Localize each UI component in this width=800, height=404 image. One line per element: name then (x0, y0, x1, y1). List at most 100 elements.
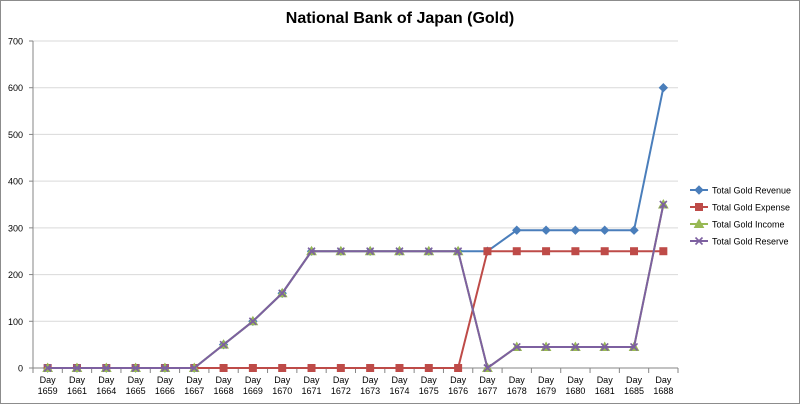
x-tick-label: Day 1681 (595, 375, 615, 396)
x-tick-label: Day 1667 (184, 375, 204, 396)
data-point (336, 364, 345, 372)
data-point (307, 247, 316, 256)
y-tick-label: 600 (8, 83, 23, 93)
marker-stroke (248, 317, 257, 326)
marker-stroke (542, 342, 551, 352)
data-point (512, 342, 521, 352)
data-point (600, 247, 609, 256)
data-point (366, 364, 375, 372)
data-point (542, 342, 551, 352)
series-total-gold-expense (43, 247, 668, 372)
series-group (42, 83, 669, 373)
marker-stroke (629, 342, 639, 352)
x-tick-label: Day 1665 (126, 375, 146, 396)
y-tick-label: 500 (8, 130, 23, 140)
y-tick-label: 100 (8, 317, 23, 327)
data-point (571, 342, 580, 352)
data-point (599, 225, 610, 235)
data-point (659, 247, 668, 256)
marker-stroke (600, 342, 609, 352)
data-point (160, 363, 169, 373)
legend-label: Total Gold Income (712, 220, 785, 230)
x-tick-label: Day 1678 (507, 375, 527, 396)
legend-item: Total Gold Revenue (690, 185, 791, 196)
data-point (336, 247, 345, 256)
data-point (43, 363, 52, 373)
data-point (454, 247, 463, 256)
data-point (570, 225, 581, 235)
x-tick-label: Day 1680 (565, 375, 585, 396)
data-point (483, 247, 492, 256)
legend-marker (694, 236, 704, 246)
y-tick-label: 0 (18, 364, 23, 374)
data-point (424, 364, 433, 372)
x-tick-label: Day 1688 (653, 375, 673, 396)
x-tick-label: Day 1676 (448, 375, 468, 396)
x-tick-label: Day 1674 (389, 375, 409, 396)
marker-stroke (336, 247, 345, 256)
series-total-gold-reserve (43, 200, 668, 373)
marker-stroke (219, 340, 228, 349)
y-tick-label: 400 (8, 177, 23, 187)
marker-stroke (278, 289, 287, 298)
data-point (190, 363, 199, 373)
gridlines (33, 40, 678, 322)
x-tick-label: Day 1679 (536, 375, 556, 396)
marker-stroke (131, 363, 140, 373)
data-point (219, 364, 228, 372)
legend-marker (693, 218, 705, 228)
data-point (102, 363, 111, 373)
x-tick-label: Day 1670 (272, 375, 292, 396)
data-point (248, 317, 257, 326)
data-point (630, 247, 639, 256)
data-point (278, 364, 287, 372)
data-point (629, 225, 639, 235)
marker-stroke (512, 342, 521, 352)
marker-stroke (190, 363, 199, 373)
marker-stroke (424, 247, 433, 256)
y-tick-label: 300 (8, 223, 23, 233)
series-line (47, 204, 665, 369)
x-tick-label: Day 1671 (302, 375, 322, 396)
data-point (219, 340, 228, 349)
marker-stroke (571, 342, 580, 352)
marker-stroke (43, 363, 52, 373)
data-point (366, 247, 375, 256)
data-point (658, 83, 669, 93)
legend-item: Total Gold Income (690, 218, 785, 230)
legend-label: Total Gold Revenue (712, 186, 791, 196)
y-tick-label: 700 (8, 37, 23, 47)
marker-stroke (160, 363, 169, 373)
data-point (307, 364, 316, 372)
data-point (72, 363, 82, 373)
legend-label: Total Gold Expense (712, 203, 790, 213)
y-tick-label: 200 (8, 270, 23, 280)
marker-stroke (307, 247, 316, 256)
legend-marker (694, 185, 704, 195)
x-tick-label: Day 1685 (624, 375, 644, 396)
data-point (512, 225, 522, 235)
x-tick-label: Day 1677 (477, 375, 497, 396)
legend-item: Total Gold Reserve (690, 237, 789, 247)
data-point (454, 364, 463, 372)
data-point (131, 363, 140, 373)
data-point (659, 200, 668, 209)
data-point (483, 363, 492, 373)
marker-stroke (102, 363, 111, 373)
data-point (395, 247, 404, 256)
data-point (629, 342, 639, 352)
legend: Total Gold Revenue Total Gold Expense Tota… (690, 185, 791, 247)
x-tick-label: Day 1668 (214, 375, 234, 396)
legend-item: Total Gold Expense (690, 203, 790, 213)
x-tick-label: Day 1669 (243, 375, 263, 396)
x-tick-label: Day 1672 (331, 375, 351, 396)
axes: 0 100 200 300 400 500 600 700 Day 1659 Day 1661 Day 1… (8, 37, 679, 396)
marker-stroke (694, 236, 704, 246)
x-tick-label: Day 1664 (96, 375, 116, 396)
marker-stroke (366, 247, 375, 256)
x-tick-label: Day 1673 (360, 375, 380, 396)
data-point (600, 342, 609, 352)
marker-stroke (395, 247, 404, 256)
series-line (47, 204, 665, 369)
